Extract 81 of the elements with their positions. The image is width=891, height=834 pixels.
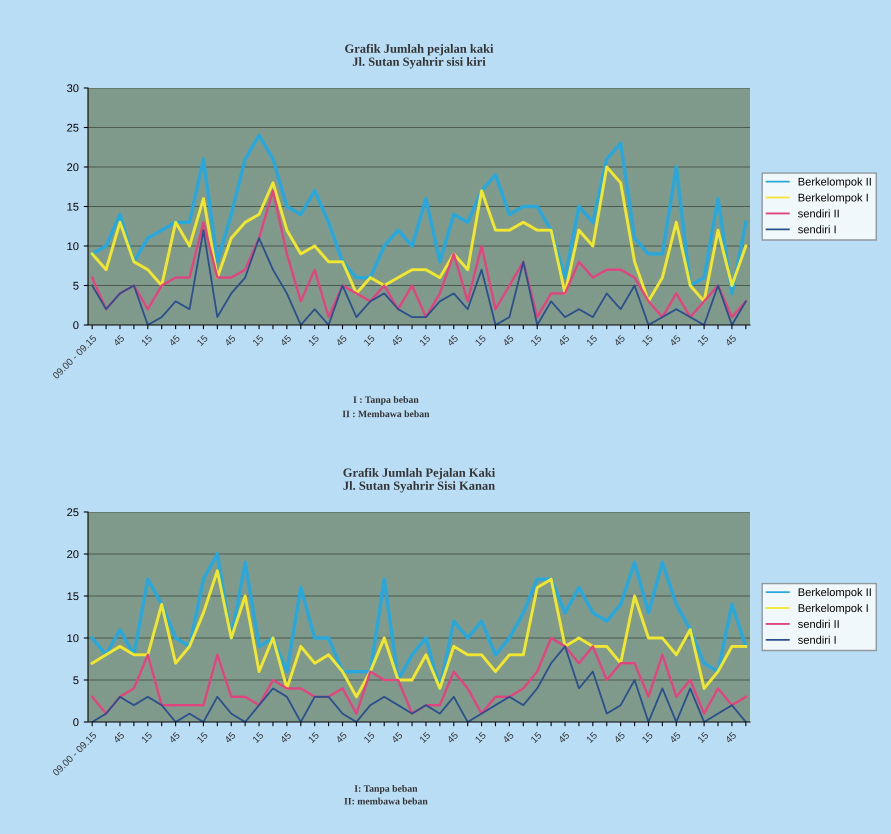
x-tick-label: 45 [724,334,737,347]
x-tick-label: 45 [280,334,292,347]
x-tick-label: 15 [308,334,320,346]
x-tick-label: 45 [168,334,180,347]
x-tick-label: 15 [586,732,598,744]
x-tick-label: 45 [168,732,180,744]
line-series [90,190,748,318]
x-tick-label: 15 [252,732,264,744]
x-tick-label: 15 [419,732,431,744]
legend-label: Berkelompok II [798,588,871,598]
x-tick-label: 45 [502,732,514,744]
x-tick-label: 45 [613,334,626,347]
x-tick-label: 45 [224,732,236,744]
text: I : Tanpa beban [353,396,419,405]
y-tick-label: 5 [73,676,79,684]
line-series [90,552,748,690]
x-tick-label: 15 [474,334,486,346]
x-tick-label: 15 [642,732,654,744]
x-tick-label: 45 [224,334,236,347]
x-tick-label: 15 [196,732,208,744]
x-tick-label: 45 [724,732,737,744]
x-tick-label: 15 [697,334,709,346]
y-tick-label: 25 [67,124,79,132]
x-tick-label: 45 [669,732,682,744]
x-tick-label: 45 [558,732,570,744]
y-tick-label: 20 [67,163,79,172]
x-tick-label: 15 [474,732,486,744]
x-tick-label: 45 [280,732,292,744]
y-tick-label: 10 [67,242,79,250]
legend-label: sendiri I [798,636,836,644]
x-tick-label: 15 [697,732,709,744]
y-tick-label: 0 [73,718,79,726]
y-tick-label: 10 [67,634,79,642]
x-tick-label: 45 [112,732,125,744]
legend-label: Berkelompok I [798,604,868,614]
legend-label: sendiri II [798,209,839,218]
legend-label: sendiri I [798,225,836,234]
y-tick-label: 30 [67,84,79,92]
x-tick-label: 15 [642,334,654,346]
x-tick-label: 15 [196,334,208,346]
y-tick-label: 15 [67,592,79,600]
x-tick-label: 15 [140,334,153,346]
x-tick-label: 45 [390,334,403,347]
x-tick-label: 45 [669,334,682,347]
x-tick-label: 15 [363,334,376,346]
y-tick-label: 25 [67,508,79,516]
text: II : Membawa beban [342,410,430,418]
x-tick-label: 45 [390,732,403,744]
y-tick-label: 0 [73,321,79,330]
chart-title: Grafik Jumlah pejalan kaki Jl. Sutan Syahrir sisi kiri [345,44,494,68]
x-tick-label: 45 [502,334,514,347]
x-tick-label: 45 [335,732,348,744]
x-tick-label: 45 [446,334,459,347]
x-tick-label: 15 [363,732,376,744]
line-series [91,645,747,722]
text: I: Tanpa beban [354,785,418,794]
x-tick-label: 45 [335,334,348,347]
x-tick-label: 45 [446,732,459,744]
line-series [90,569,748,698]
line-series [90,166,748,303]
x-tick-label: 15 [140,732,153,744]
legend-label: sendiri II [798,620,839,628]
line-series [90,636,748,715]
legend-label: Berkelompok I [798,193,868,204]
x-tick-label: 15 [530,732,542,744]
x-tick-label: 15 [252,334,264,346]
chart-title: Grafik Jumlah Pejalan Kaki Jl. Sutan Syahrir Sisi Kanan [343,468,496,492]
y-tick-label: 15 [67,202,79,211]
x-tick-label: 15 [308,732,320,744]
x-tick-label: 45 [112,334,125,347]
x-tick-label: 45 [558,334,570,347]
line-series [90,134,748,296]
x-tick-label: 15 [586,334,598,346]
x-tick-label: 15 [419,334,431,346]
text: II: membawa beban [344,798,428,804]
y-tick-label: 5 [73,282,79,290]
legend-label: Berkelompok II [798,177,871,188]
y-tick-label: 20 [67,550,79,558]
line-series [91,229,747,325]
x-tick-label: 45 [613,732,626,744]
x-tick-label: 15 [530,334,542,346]
